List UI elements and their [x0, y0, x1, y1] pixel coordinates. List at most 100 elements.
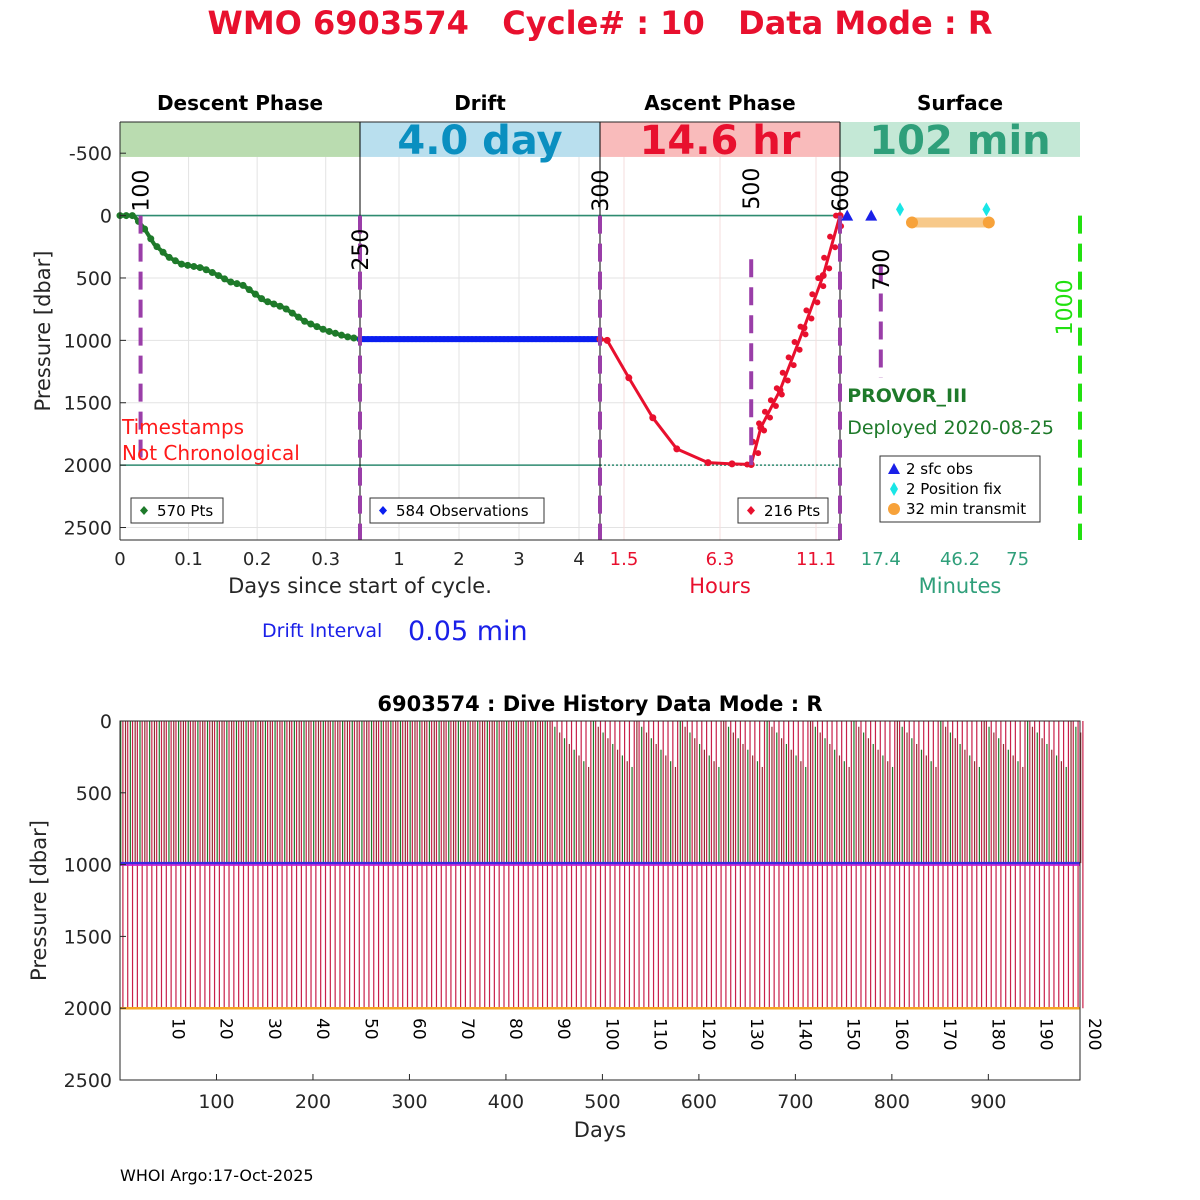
transmit-end-marker	[982, 216, 995, 229]
x-axis-label-days: Days since start of cycle.	[228, 574, 492, 598]
ascent-point	[704, 459, 712, 467]
descent-point	[245, 286, 253, 294]
history-y-tick-label: 1000	[64, 855, 112, 877]
ascent-point	[649, 414, 657, 422]
history-x-tick-label: 300	[391, 1091, 427, 1113]
descent-point	[147, 235, 155, 243]
history-cycle-label: 10	[167, 1018, 187, 1040]
x-tick-label-descent: 0.2	[243, 549, 272, 570]
history-cycle-label: 100	[601, 1018, 621, 1050]
cycle-bar	[1080, 721, 1084, 1009]
descent-point	[128, 212, 136, 220]
x-tick-label-ascent: 11.1	[796, 549, 836, 570]
title-cycle: Cycle# : 10	[502, 4, 705, 42]
history-x-axis-label: Days	[574, 1118, 626, 1142]
history-cycle-label: 50	[360, 1018, 380, 1040]
surface-obs-marker	[865, 209, 878, 221]
title-data-mode: Data Mode : R	[738, 4, 993, 42]
descent-point	[178, 260, 186, 268]
drift-points-box	[369, 497, 545, 524]
y-tick-label: 2500	[64, 518, 112, 540]
ascent-point	[809, 291, 816, 298]
drift-points-label: 584 Observations	[396, 502, 529, 520]
descent-point	[282, 305, 290, 313]
y-tick-label: 1000	[64, 330, 112, 352]
ascent-point	[814, 299, 821, 306]
phase-band-2	[600, 122, 840, 157]
ascent-point	[785, 354, 792, 361]
descent-point	[208, 269, 216, 277]
cycle-marker-label: 500	[740, 168, 765, 210]
descent-point	[288, 309, 296, 317]
x-tick-label-descent: 0	[114, 549, 125, 570]
history-x-tick-label: 700	[777, 1091, 813, 1113]
descent-point	[221, 275, 229, 283]
descent-point	[202, 266, 210, 274]
history-x-tick-label: 400	[488, 1091, 524, 1113]
descent-point	[190, 262, 198, 270]
ascent-point	[796, 346, 803, 353]
history-cycle-label: 140	[794, 1018, 814, 1050]
history-y-axis-label: Pressure [dbar]	[27, 820, 51, 981]
y-tick-label: 2000	[64, 455, 112, 477]
descent-point	[319, 325, 327, 333]
cycle-marker-label: 100	[130, 170, 155, 212]
x-tick-label-drift: 2	[453, 549, 464, 570]
x-axis-label-minutes: Minutes	[919, 574, 1002, 598]
ascent-point	[827, 233, 834, 240]
descent-point	[350, 334, 358, 342]
ascent-point	[779, 369, 786, 376]
history-cycle-label: 60	[409, 1018, 429, 1040]
descent-point	[196, 264, 204, 272]
descent-point	[331, 329, 339, 337]
position-fix-marker	[896, 202, 904, 217]
history-cycle-label: 80	[505, 1018, 525, 1040]
x-tick-label-drift: 4	[573, 549, 584, 570]
descent-point	[171, 257, 179, 265]
history-x-tick-label: 100	[198, 1091, 234, 1113]
x-tick-label-descent: 0.1	[174, 549, 203, 570]
surface-legend-box	[879, 455, 1041, 523]
y-tick-label: -500	[69, 143, 112, 165]
descent-point	[141, 225, 149, 233]
cycle-marker-label: 1000	[1053, 279, 1078, 335]
x-tick-label-surface: 46.2	[940, 549, 980, 570]
descent-point	[251, 290, 259, 298]
history-cycle-label: 150	[843, 1018, 863, 1050]
position-fix-marker	[982, 202, 991, 217]
footer-credit: WHOI Argo:17-Oct-2025	[120, 1166, 314, 1185]
ascent-point	[833, 212, 839, 219]
history-cycle-label: 170	[939, 1018, 959, 1050]
ascent-point	[802, 331, 809, 338]
history-x-tick-label: 600	[681, 1091, 717, 1113]
ascent-point	[778, 391, 785, 398]
phase-duration: 4.0 day	[397, 118, 562, 164]
history-cycle-label: 190	[1036, 1018, 1056, 1050]
annotation-line-2: Not Chronological	[122, 441, 300, 465]
descent-point	[325, 327, 333, 335]
y-tick-label: 500	[76, 268, 112, 290]
descent-point	[301, 317, 309, 325]
phase-title: Drift	[454, 91, 506, 115]
descent-points-label: 570 Pts	[157, 502, 213, 520]
history-x-tick-label: 200	[295, 1091, 331, 1113]
ascent-point	[728, 460, 736, 468]
ascent-point	[603, 336, 611, 344]
ascent-points-marker	[747, 506, 755, 515]
history-title: 6903574 : Dive History Data Mode : R	[377, 692, 822, 716]
descent-point	[159, 248, 167, 256]
descent-point	[313, 323, 321, 331]
drift-interval-value: 0.05 min	[408, 616, 528, 647]
legend-label: 2 Position fix	[906, 480, 1002, 498]
phase-band-0	[120, 122, 360, 157]
history-cycle-label: 120	[698, 1018, 718, 1050]
descent-point	[338, 331, 346, 339]
x-tick-label-drift: 3	[513, 549, 524, 570]
ascent-point	[744, 461, 751, 468]
history-y-tick-label: 1500	[64, 926, 112, 948]
ascent-point	[761, 427, 768, 434]
ascent-point	[821, 254, 828, 261]
ascent-point	[819, 271, 827, 279]
history-x-tick-label: 900	[970, 1091, 1006, 1113]
descent-point	[122, 212, 130, 220]
